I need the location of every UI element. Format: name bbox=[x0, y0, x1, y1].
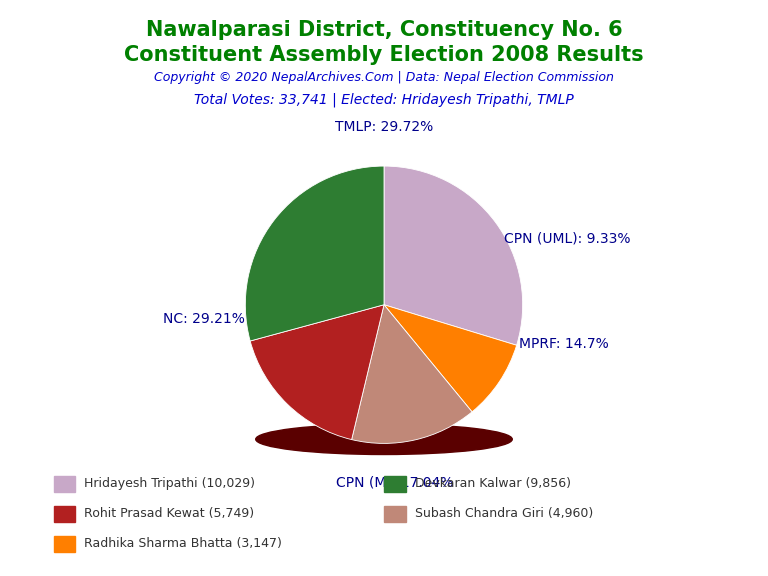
Text: Devkaran Kalwar (9,856): Devkaran Kalwar (9,856) bbox=[415, 478, 571, 490]
Text: Copyright © 2020 NepalArchives.Com | Data: Nepal Election Commission: Copyright © 2020 NepalArchives.Com | Dat… bbox=[154, 71, 614, 85]
Wedge shape bbox=[384, 166, 523, 345]
Text: TMLP: 29.72%: TMLP: 29.72% bbox=[335, 120, 433, 134]
Text: Constituent Assembly Election 2008 Results: Constituent Assembly Election 2008 Resul… bbox=[124, 45, 644, 65]
Wedge shape bbox=[250, 305, 384, 439]
Text: CPN (UML): 9.33%: CPN (UML): 9.33% bbox=[504, 231, 631, 245]
Text: Radhika Sharma Bhatta (3,147): Radhika Sharma Bhatta (3,147) bbox=[84, 537, 283, 550]
Ellipse shape bbox=[256, 424, 512, 454]
Text: MPRF: 14.7%: MPRF: 14.7% bbox=[519, 336, 609, 351]
Text: Rohit Prasad Kewat (5,749): Rohit Prasad Kewat (5,749) bbox=[84, 507, 255, 520]
Text: CPN (M): 17.04%: CPN (M): 17.04% bbox=[336, 475, 454, 489]
Wedge shape bbox=[384, 305, 517, 412]
Wedge shape bbox=[245, 166, 384, 341]
Text: Total Votes: 33,741 | Elected: Hridayesh Tripathi, TMLP: Total Votes: 33,741 | Elected: Hridayesh… bbox=[194, 92, 574, 107]
Text: NC: 29.21%: NC: 29.21% bbox=[163, 312, 245, 325]
Text: Subash Chandra Giri (4,960): Subash Chandra Giri (4,960) bbox=[415, 507, 593, 520]
Text: Hridayesh Tripathi (10,029): Hridayesh Tripathi (10,029) bbox=[84, 478, 256, 490]
Text: Nawalparasi District, Constituency No. 6: Nawalparasi District, Constituency No. 6 bbox=[146, 20, 622, 40]
Wedge shape bbox=[352, 305, 472, 444]
